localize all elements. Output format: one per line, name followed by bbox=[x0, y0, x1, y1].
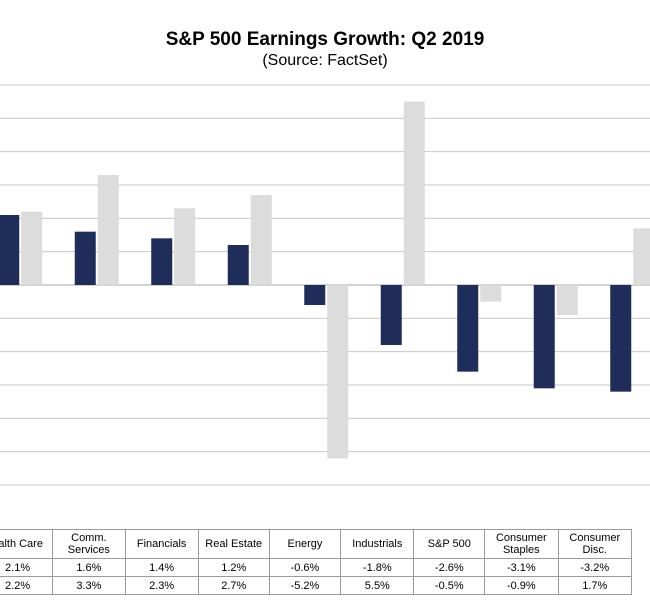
bar-1-consumer-staples bbox=[533, 285, 555, 389]
table-header-cell: Consumer Disc. bbox=[557, 529, 633, 559]
table-cell: 1.7% bbox=[557, 576, 633, 595]
table-header-cell: Industrials bbox=[340, 529, 415, 559]
table-cell: 3.3% bbox=[52, 576, 126, 595]
bar-2-energy bbox=[327, 285, 349, 459]
table-header-cell: S&P 500 bbox=[413, 529, 486, 559]
table-header-cell: Energy bbox=[268, 529, 342, 559]
table-cell: -3.1% bbox=[484, 558, 559, 577]
table-header-cell: Consumer Staples bbox=[484, 529, 559, 559]
table-cell: 2.7% bbox=[197, 576, 270, 595]
bars bbox=[0, 101, 650, 459]
table-header-cell: Financials bbox=[124, 529, 199, 559]
bar-2-health-care bbox=[21, 211, 43, 285]
table-cell: -0.9% bbox=[484, 576, 559, 595]
table-cell: -0.6% bbox=[268, 558, 342, 577]
bar-2-s-p-500 bbox=[480, 285, 502, 302]
bar-2-consumer-disc- bbox=[633, 228, 650, 285]
table-cell: 1.2% bbox=[197, 558, 270, 577]
table-cell: -5.2% bbox=[268, 576, 342, 595]
chart-title: S&P 500 Earnings Growth: Q2 2019 bbox=[165, 29, 485, 50]
table-cell: -3.2% bbox=[557, 558, 633, 577]
table-cell: -2.6% bbox=[413, 558, 486, 577]
bar-2-consumer-staples bbox=[556, 285, 578, 315]
bar-2-financials bbox=[174, 208, 196, 285]
table-cell: 1.4% bbox=[124, 558, 199, 577]
table-cell: 2.3% bbox=[124, 576, 199, 595]
bar-1-financials bbox=[151, 238, 173, 285]
bar-2-real-estate bbox=[250, 195, 272, 285]
bar-2-industrials bbox=[403, 101, 425, 286]
chart-subtitle: (Source: FactSet) bbox=[262, 52, 388, 69]
table-cell: -1.8% bbox=[340, 558, 415, 577]
table-cell: -0.5% bbox=[413, 576, 486, 595]
bar-1-consumer-disc- bbox=[610, 285, 632, 392]
bar-2-comm-services bbox=[97, 175, 119, 285]
table-header-cell: ealth Care bbox=[0, 529, 54, 559]
table-cell: 2.1% bbox=[0, 558, 54, 577]
bar-1-health-care bbox=[0, 215, 20, 285]
bar-chart bbox=[0, 84, 650, 486]
bar-1-industrials bbox=[380, 285, 402, 345]
bar-1-energy bbox=[304, 285, 326, 305]
table-header-cell: Real Estate bbox=[197, 529, 270, 559]
bar-1-comm-services bbox=[74, 231, 96, 285]
bar-1-real-estate bbox=[227, 245, 249, 285]
table-header-cell: Comm. Services bbox=[52, 529, 126, 559]
bar-1-s-p-500 bbox=[457, 285, 479, 372]
table-row-series-2: 2.2% 3.3% 2.3% 2.7% -5.2% 5.5% -0.5% -0.9% 1.7% bbox=[0, 576, 633, 595]
table-cell: 1.6% bbox=[52, 558, 126, 577]
table-cell: 5.5% bbox=[340, 576, 415, 595]
table-cell: 2.2% bbox=[0, 576, 54, 595]
table-row-series-1: 2.1% 1.6% 1.4% 1.2% -0.6% -1.8% -2.6% -3.1% -3.2… bbox=[0, 558, 633, 577]
